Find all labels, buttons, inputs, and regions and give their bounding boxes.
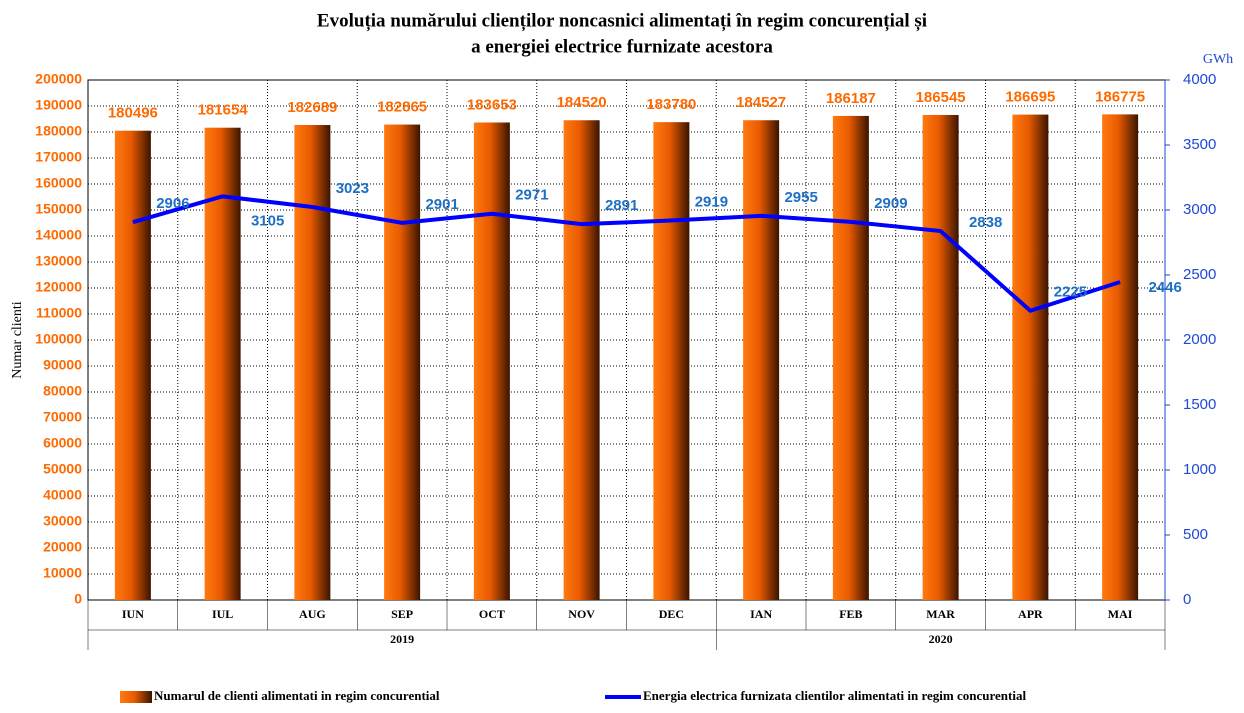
legend-label: Numarul de clienti alimentati in regim c… xyxy=(154,688,440,703)
bar xyxy=(473,122,510,600)
value-label: 186775 xyxy=(1095,88,1145,105)
x-tick-label: AUG xyxy=(299,607,326,621)
y-tick-label: 90000 xyxy=(43,357,82,373)
y2-tick-label: 500 xyxy=(1183,526,1208,543)
value-label: 2971 xyxy=(515,187,548,204)
value-label: 184527 xyxy=(736,94,786,111)
line-series xyxy=(132,194,1121,313)
value-label: 182689 xyxy=(287,99,337,116)
bar xyxy=(1012,114,1049,600)
value-label: 182865 xyxy=(377,99,427,116)
y-tick-label: 60000 xyxy=(43,435,82,451)
x-tick-label: APR xyxy=(1018,607,1043,621)
y2-tick-label: 1000 xyxy=(1183,461,1216,478)
y2-tick-label: 2500 xyxy=(1183,266,1216,283)
y-tick-label: 20000 xyxy=(43,539,82,555)
legend-swatch xyxy=(120,691,152,703)
y-tick-label: 150000 xyxy=(35,201,82,217)
x-tick-label: SEP xyxy=(391,607,413,621)
value-label: 181654 xyxy=(198,102,249,119)
x-tick-label: IUL xyxy=(212,607,233,621)
y2-tick-label: 2000 xyxy=(1183,331,1216,348)
value-label: 2955 xyxy=(784,189,817,206)
value-label: 186545 xyxy=(916,89,966,106)
x-tick-label: MAI xyxy=(1108,607,1133,621)
value-label: 2891 xyxy=(605,197,638,214)
y2-tick-label: 4000 xyxy=(1183,71,1216,88)
value-label: 186695 xyxy=(1005,89,1055,106)
value-label: 2225 xyxy=(1054,284,1087,301)
value-label: 2919 xyxy=(695,193,728,210)
x-tick-label: DEC xyxy=(659,607,684,621)
bar xyxy=(563,120,600,601)
y-tick-label: 110000 xyxy=(36,305,82,321)
value-label: 183653 xyxy=(467,96,517,113)
chart-title: Evoluția numărului clienților noncasnici… xyxy=(317,10,927,31)
value-label: 3023 xyxy=(336,180,369,197)
group-label: 2019 xyxy=(390,632,414,646)
y2-tick-label: 1500 xyxy=(1183,396,1216,413)
x-tick-label: IAN xyxy=(750,607,772,621)
y-tick-label: 100000 xyxy=(35,331,82,347)
y-tick-label: 160000 xyxy=(35,175,82,191)
y-axis-label: Numar clienti xyxy=(10,301,25,378)
value-label: 183780 xyxy=(646,96,696,113)
value-label: 2909 xyxy=(874,195,907,212)
value-label: 2838 xyxy=(969,214,1002,231)
y-tick-label: 120000 xyxy=(35,279,82,295)
bar xyxy=(204,127,241,601)
value-label: 2446 xyxy=(1148,279,1181,296)
y-tick-label: 0 xyxy=(74,591,82,607)
bar xyxy=(294,125,331,600)
y-tick-label: 50000 xyxy=(43,461,82,477)
x-tick-label: MAR xyxy=(926,607,955,621)
bar xyxy=(653,122,690,600)
bar xyxy=(832,115,869,600)
value-label: 184520 xyxy=(557,94,607,111)
y-tick-label: 170000 xyxy=(35,149,82,165)
y-tick-label: 40000 xyxy=(43,487,82,503)
x-tick-label: OCT xyxy=(479,607,505,621)
bar xyxy=(114,130,151,601)
value-label: 3105 xyxy=(251,212,284,229)
value-label: 2906 xyxy=(156,195,189,212)
chart-title: a energiei electrice furnizate acestora xyxy=(471,36,773,57)
x-tick-label: IUN xyxy=(122,607,144,621)
y-tick-label: 180000 xyxy=(35,123,82,139)
y2-axis-label: GWh xyxy=(1203,52,1233,67)
x-tick-label: NOV xyxy=(568,607,595,621)
bar xyxy=(384,124,421,601)
bar xyxy=(1102,114,1139,600)
y-tick-label: 80000 xyxy=(43,383,82,399)
y2-tick-label: 0 xyxy=(1183,591,1191,608)
y-tick-label: 10000 xyxy=(43,565,82,581)
bar xyxy=(922,114,959,600)
value-label: 2901 xyxy=(425,196,458,213)
y-tick-label: 190000 xyxy=(35,97,82,113)
legend-label: Energia electrica furnizata clientilor a… xyxy=(643,688,1026,703)
value-label: 186187 xyxy=(826,90,876,107)
y-tick-label: 140000 xyxy=(35,227,82,243)
y-tick-label: 200000 xyxy=(35,71,82,87)
x-tick-label: FEB xyxy=(839,607,862,621)
bar xyxy=(743,120,780,600)
y-tick-label: 30000 xyxy=(43,513,82,529)
y-tick-label: 130000 xyxy=(35,253,82,269)
group-label: 2020 xyxy=(929,632,953,646)
y2-tick-label: 3500 xyxy=(1183,136,1216,153)
value-label: 180496 xyxy=(108,105,158,122)
y2-tick-label: 3000 xyxy=(1183,201,1216,218)
y-tick-label: 70000 xyxy=(43,409,82,425)
